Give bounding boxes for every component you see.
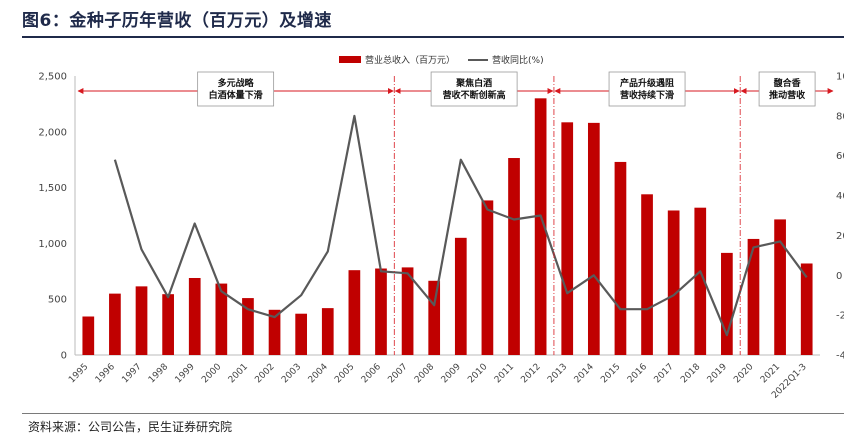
- x-tick-label: 2002: [253, 362, 276, 385]
- footer-rule: [22, 413, 844, 414]
- legend-label-line: 营收同比(%): [492, 54, 544, 66]
- period-label: 营收不断创新高: [443, 89, 506, 101]
- x-tick-label: 2001: [227, 362, 250, 385]
- y-left-tick-label: 2,000: [38, 127, 67, 138]
- period-label: 多元战略: [218, 77, 255, 89]
- x-tick-label: 2007: [386, 362, 409, 385]
- period-label: 产品升级遇阻: [620, 77, 674, 89]
- x-tick-label: 2012: [519, 362, 542, 385]
- legend-swatch-bar: [339, 56, 361, 63]
- revenue-bar: [508, 158, 520, 355]
- revenue-bar: [348, 270, 361, 355]
- x-tick-label: 2011: [493, 362, 516, 385]
- y-right-tick-label: -20: [836, 311, 844, 322]
- revenue-bar: [162, 294, 174, 355]
- revenue-bar: [721, 252, 733, 355]
- period-box: [430, 71, 518, 107]
- revenue-bar: [215, 283, 228, 355]
- legend-label-bar: 营业总收入（百万元）: [365, 54, 455, 66]
- y-right-tick-label: 0: [836, 271, 842, 282]
- revenue-bar: [401, 267, 414, 355]
- y-right-tick-label: 80: [836, 111, 844, 122]
- revenue-bar: [667, 210, 680, 355]
- x-tick-label: 2020: [732, 362, 755, 385]
- figure-title: 图6：金种子历年营收（百万元）及增速: [22, 11, 332, 31]
- x-tick-label: 2004: [307, 362, 330, 385]
- x-tick-label: 2013: [546, 362, 569, 385]
- revenue-bar: [800, 263, 813, 355]
- x-tick-label: 2018: [679, 362, 702, 385]
- revenue-bar: [641, 194, 653, 355]
- x-tick-label: 2017: [653, 362, 676, 385]
- period-label: 白酒体量下滑: [209, 89, 263, 101]
- period-box: [758, 71, 816, 107]
- revenue-bar: [587, 122, 600, 355]
- y-left-tick-label: 1,000: [38, 239, 67, 250]
- x-tick-label: 2008: [413, 362, 436, 385]
- revenue-bar: [481, 200, 494, 355]
- period-box: [608, 71, 686, 107]
- x-tick-label: 2003: [280, 362, 303, 385]
- revenue-bar: [694, 207, 707, 355]
- y-left-tick-label: 2,500: [38, 72, 67, 83]
- x-tick-label: 2000: [200, 362, 223, 385]
- revenue-bar: [321, 308, 334, 355]
- revenue-bar: [774, 219, 786, 355]
- x-tick-label: 2019: [706, 362, 729, 385]
- x-tick-label: 1996: [94, 362, 117, 385]
- x-tick-label: 2010: [466, 362, 489, 385]
- y-left-tick-label: 0: [61, 351, 67, 362]
- y-right-tick-label: 60: [836, 151, 844, 162]
- y-left-tick-label: 500: [48, 295, 67, 306]
- revenue-bar: [135, 286, 148, 355]
- revenue-bar: [268, 309, 281, 355]
- revenue-bar: [561, 122, 574, 356]
- x-tick-label: 2014: [573, 362, 596, 385]
- source-note: 资料来源：公司公告，民生证券研究院: [28, 420, 233, 434]
- revenue-bar: [428, 280, 441, 355]
- x-tick-label: 2006: [360, 362, 383, 385]
- y-right-tick-label: 40: [836, 191, 844, 202]
- revenue-bar: [295, 313, 308, 355]
- revenue-bar: [109, 293, 121, 355]
- period-label: 推动营收: [769, 89, 805, 101]
- y-right-tick-label: 20: [836, 231, 844, 242]
- revenue-bar: [454, 237, 467, 355]
- x-tick-label: 2021: [759, 362, 782, 385]
- revenue-bar: [747, 238, 760, 355]
- revenue-bar: [534, 98, 547, 355]
- period-label: 聚焦白酒: [455, 77, 492, 89]
- x-tick-label: 2015: [599, 362, 622, 385]
- revenue-bar: [375, 268, 387, 355]
- x-tick-label: 1995: [67, 362, 90, 385]
- x-tick-label: 2009: [440, 362, 463, 385]
- y-right-tick-label: -40: [836, 351, 844, 362]
- revenue-bar: [188, 277, 201, 355]
- revenue-bar: [614, 161, 627, 355]
- period-box: [197, 71, 275, 107]
- y-left-tick-label: 1,500: [38, 183, 67, 194]
- x-tick-label: 1999: [174, 362, 197, 385]
- period-label: 馥合香: [774, 77, 802, 89]
- x-tick-label: 2005: [333, 362, 356, 385]
- x-tick-label: 2016: [626, 362, 649, 385]
- period-label: 营收持续下滑: [620, 89, 674, 101]
- y-right-tick-label: 100: [836, 72, 844, 83]
- x-tick-label: 1997: [120, 362, 143, 385]
- title-rule: [22, 36, 844, 38]
- revenue-bar: [82, 316, 95, 355]
- growth-line: [113, 114, 808, 337]
- revenue-bar: [242, 298, 254, 355]
- x-tick-label: 1998: [147, 362, 170, 385]
